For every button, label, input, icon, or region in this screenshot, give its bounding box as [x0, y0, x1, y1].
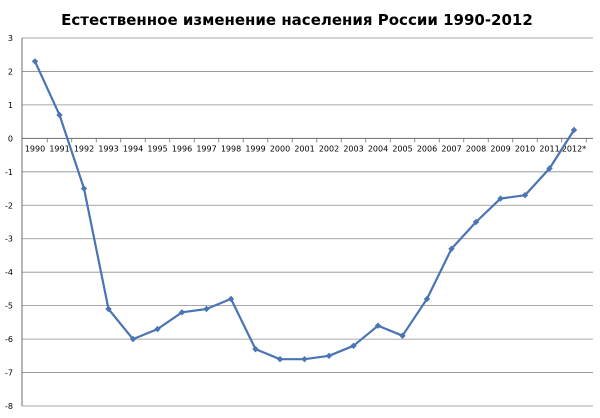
data-point-marker — [31, 58, 39, 65]
x-tick-label: 2006 — [417, 144, 437, 153]
x-tick-label: 1994 — [123, 144, 143, 153]
y-tick-label: -7 — [5, 369, 13, 378]
data-point-marker — [521, 192, 529, 199]
x-tick-label: 2011 — [539, 144, 559, 153]
x-tick-label: 2005 — [392, 144, 412, 153]
grid-lines — [21, 37, 593, 407]
x-tick-label: 1997 — [196, 144, 216, 153]
x-tick-label: 1990 — [25, 144, 45, 153]
data-point-marker — [178, 309, 186, 316]
y-tick-label: 3 — [8, 34, 13, 43]
y-tick-label: -2 — [5, 201, 13, 210]
x-tick-label: 1995 — [147, 144, 167, 153]
data-point-marker — [203, 305, 210, 313]
data-point-marker — [154, 325, 161, 333]
x-tick-label: 2010 — [515, 144, 535, 153]
x-tick-label: 1996 — [172, 144, 192, 153]
y-tick-label: -5 — [5, 302, 13, 311]
y-tick-label: 2 — [8, 67, 13, 76]
data-point-marker — [497, 195, 504, 202]
x-tick-label: 2007 — [441, 144, 461, 153]
data-point-marker — [276, 355, 284, 363]
x-tick-label: 2000 — [270, 144, 290, 153]
data-point-marker — [129, 335, 137, 343]
data-point-marker — [570, 126, 578, 134]
data-point-marker — [301, 355, 308, 363]
data-point-marker — [252, 345, 259, 353]
y-tick-label: -8 — [5, 402, 13, 411]
y-axis-tick-labels: 3 2 1 0 -1 -2 -3 -4 -5 -6 -7 -8 — [5, 34, 13, 411]
data-point-marker — [80, 185, 88, 192]
data-points — [31, 58, 578, 363]
data-point-marker — [325, 352, 333, 360]
x-tick-label: 1999 — [245, 144, 265, 153]
series-line — [33, 60, 575, 361]
data-point-marker — [448, 245, 455, 252]
y-tick-label: -1 — [5, 168, 13, 177]
x-tick-label: 2009 — [490, 144, 510, 153]
series-line-path — [33, 60, 575, 361]
y-tick-label: -6 — [5, 335, 13, 344]
data-point-marker — [472, 218, 480, 226]
data-point-marker — [56, 111, 63, 119]
x-tick-label: 1992 — [74, 144, 94, 153]
x-tick-label: 1991 — [49, 144, 69, 153]
y-tick-label: 1 — [8, 101, 13, 110]
data-point-marker — [105, 305, 112, 313]
x-tick-label: 2004 — [368, 144, 388, 153]
x-tick-label: 2001 — [294, 144, 314, 153]
y-tick-label: -4 — [5, 268, 13, 277]
y-tick-label: -3 — [5, 235, 13, 244]
y-tick-label: 0 — [8, 134, 13, 143]
data-point-marker — [374, 322, 382, 329]
data-point-marker — [423, 295, 431, 303]
x-tick-label: 2002 — [319, 144, 339, 153]
x-tick-label: 2003 — [343, 144, 363, 153]
data-point-marker — [350, 342, 357, 349]
data-point-marker — [399, 332, 406, 339]
x-tick-label: 2008 — [466, 144, 486, 153]
data-point-marker — [546, 165, 553, 172]
data-point-marker — [227, 295, 235, 303]
x-tick-label: 1993 — [98, 144, 118, 153]
chart-title: Естественное изменение населения России … — [61, 11, 533, 29]
x-axis-tick-labels: 1990 1991 1992 1993 1994 1995 1996 1997 1998 1999… — [25, 138, 587, 153]
x-tick-label: 1998 — [221, 144, 241, 153]
x-tick-label: 2012* — [562, 144, 586, 153]
